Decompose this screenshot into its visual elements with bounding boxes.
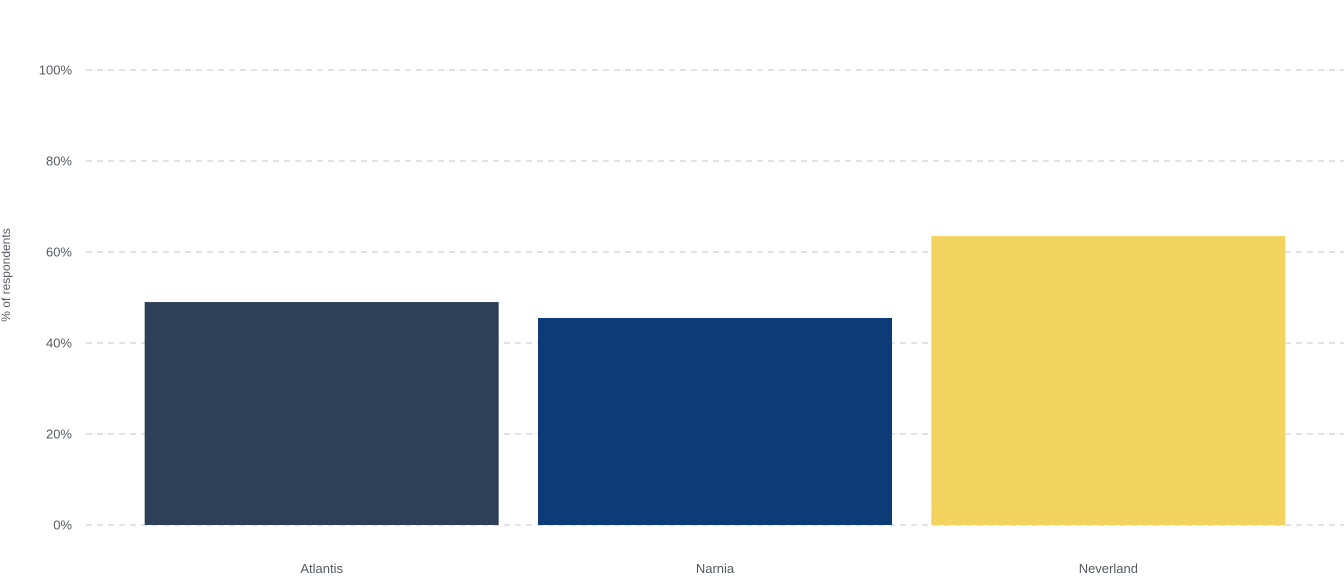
bar-narnia — [538, 317, 892, 525]
y-tick-label: 40% — [46, 336, 72, 351]
x-category-label: Narnia — [696, 561, 735, 576]
y-tick-label: 80% — [46, 154, 72, 169]
y-tick-label: 60% — [46, 245, 72, 260]
x-axis-labels: Atlantis Narnia Neverland — [300, 561, 1138, 576]
y-axis-ticks: 0% 20% 40% 60% 80% 100% — [39, 63, 73, 533]
bar-atlantis — [144, 302, 499, 525]
bars — [144, 236, 1286, 525]
y-tick-label: 20% — [46, 427, 72, 442]
x-category-label: Neverland — [1079, 561, 1138, 576]
y-tick-label: 100% — [39, 63, 73, 78]
y-axis-title: % of respondents — [0, 228, 13, 321]
bar-neverland — [931, 236, 1286, 525]
y-tick-label: 0% — [53, 518, 72, 533]
x-category-label: Atlantis — [300, 561, 343, 576]
